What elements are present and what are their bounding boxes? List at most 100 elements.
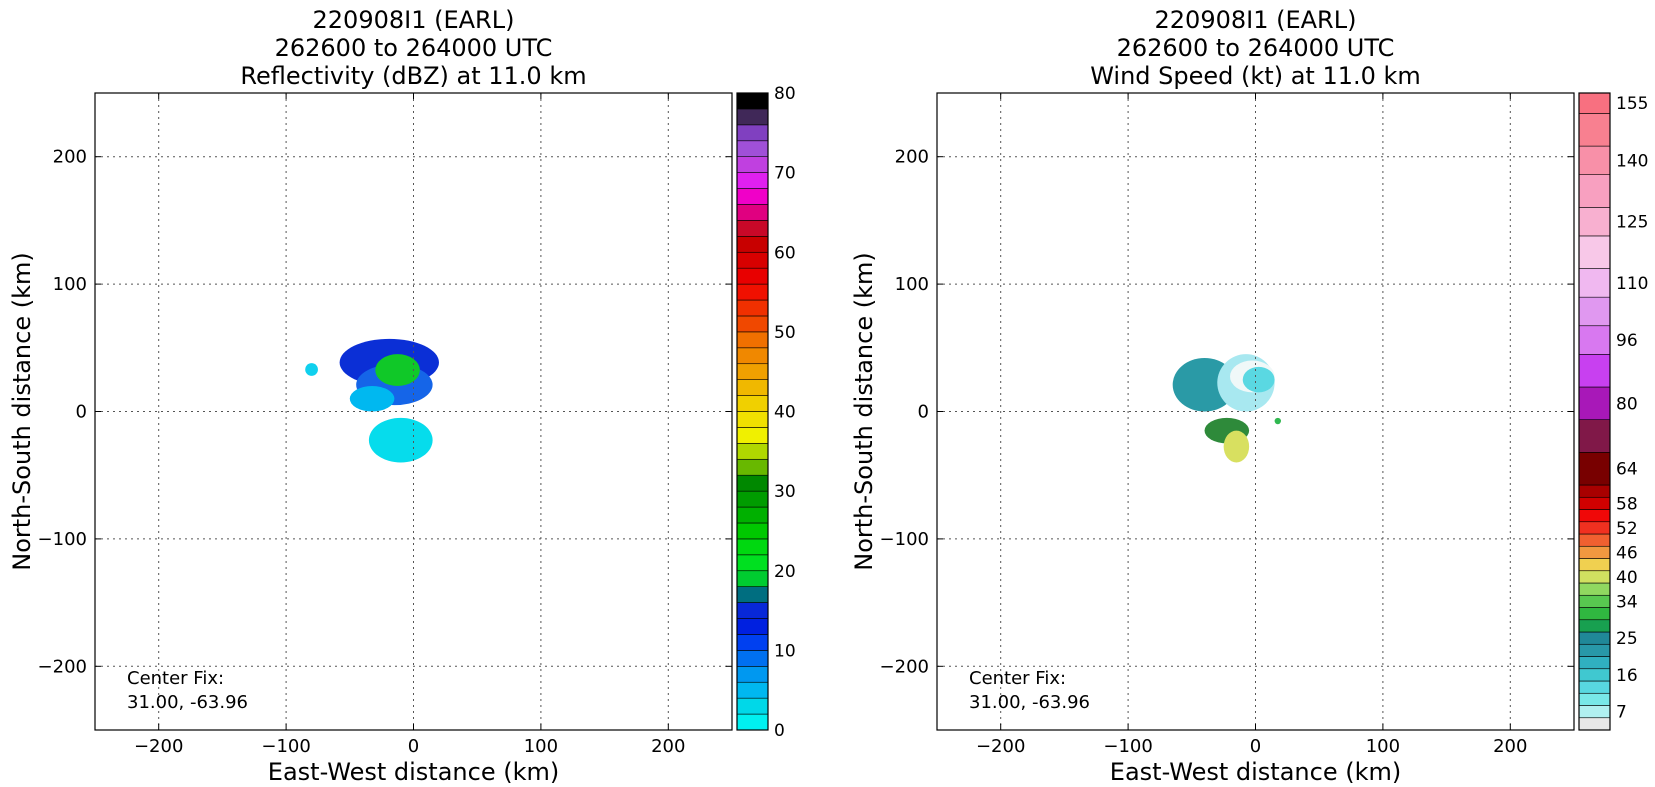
colorbar-tick-label: 0 — [774, 721, 785, 741]
colorbar-segment — [1578, 558, 1611, 572]
y-axis-title: North-South distance (km) — [8, 252, 36, 571]
colorbar-segment — [736, 490, 769, 508]
colorbar-segment — [736, 538, 769, 556]
y-tick-label: −100 — [880, 529, 929, 550]
colorbar-tick-label: 140 — [1616, 151, 1648, 171]
colorbar-segment — [1578, 452, 1611, 486]
colorbar-segment — [1578, 325, 1611, 355]
chart-panel-2: 220908I1 (EARL)262600 to 264000 UTCWind … — [850, 6, 1648, 786]
colorbar-segment — [736, 315, 769, 333]
colorbar-segment — [1578, 521, 1611, 535]
colorbar-segment — [736, 124, 769, 142]
colorbar-segment — [736, 458, 769, 476]
colorbar-segment — [1578, 207, 1611, 237]
y-tick-label: 100 — [895, 274, 929, 295]
y-tick-label: 0 — [918, 402, 929, 423]
data-region-5 — [368, 417, 433, 463]
colorbar-tick-label: 80 — [1616, 394, 1638, 414]
x-tick-label: −100 — [261, 736, 310, 757]
colorbar-segment — [1578, 354, 1611, 388]
colorbar-segment — [1578, 668, 1611, 682]
colorbar-tick-label: 60 — [774, 243, 796, 263]
colorbar-segment — [736, 618, 769, 635]
colorbar-segment — [736, 570, 769, 587]
colorbar-tick-label: 125 — [1616, 213, 1648, 233]
colorbar-tick-label: 64 — [1616, 460, 1638, 480]
colorbar-segment — [1578, 705, 1611, 719]
colorbar-tick-label: 10 — [774, 641, 796, 661]
colorbar-segment — [736, 204, 769, 221]
y-tick-label: 200 — [53, 147, 87, 168]
colorbar-segment — [1578, 594, 1611, 608]
colorbar-segment — [736, 474, 769, 492]
colorbar-segment — [1578, 235, 1611, 269]
colorbar-segment — [736, 299, 769, 317]
colorbar-segment — [736, 108, 769, 126]
colorbar-frame — [736, 92, 769, 731]
chart-title-line-2: 262600 to 264000 UTC — [1117, 34, 1395, 62]
colorbar-segment — [736, 665, 769, 683]
x-tick-label: 100 — [524, 736, 558, 757]
colorbar-tick-label: 20 — [774, 562, 796, 582]
colorbar-segment — [736, 92, 769, 110]
chart-title-line-3: Reflectivity (dBZ) at 11.0 km — [240, 62, 586, 90]
colorbar-tick-label: 110 — [1616, 274, 1648, 294]
colorbar-segment — [1578, 631, 1611, 645]
data-region-6 — [305, 363, 318, 376]
y-tick-label: −200 — [38, 656, 87, 677]
colorbar-segment — [1578, 692, 1611, 706]
colorbar-segment — [736, 347, 769, 365]
x-tick-label: −200 — [976, 736, 1025, 757]
colorbar-tick-label: 34 — [1616, 592, 1638, 612]
colorbar-tick-label: 70 — [774, 164, 796, 184]
colorbar-segment — [736, 697, 769, 715]
colorbar-segment — [1578, 607, 1611, 621]
x-tick-label: 0 — [408, 736, 419, 757]
y-tick-label: 100 — [53, 274, 87, 295]
colorbar-segment — [736, 267, 769, 285]
data-region-4 — [1242, 366, 1275, 393]
colorbar-segment — [736, 713, 769, 731]
chart-title-line-1: 220908I1 (EARL) — [313, 6, 515, 34]
colorbar-segment — [1578, 533, 1611, 547]
x-tick-label: 200 — [1493, 736, 1527, 757]
colorbar-segment — [1578, 174, 1611, 208]
colorbar-segment — [1578, 717, 1611, 731]
colorbar-tick-label: 50 — [774, 323, 796, 343]
colorbar-segment — [1578, 680, 1611, 694]
colorbar-segment — [736, 522, 769, 540]
center-fix-label: Center Fix: — [969, 668, 1066, 689]
colorbar-tick-label: 96 — [1616, 331, 1638, 351]
center-fix-label: Center Fix: — [127, 668, 224, 689]
colorbar-segment — [736, 236, 769, 253]
colorbar-segment — [736, 379, 769, 396]
colorbar-segment — [1578, 496, 1611, 510]
colorbar-segment — [736, 220, 769, 237]
x-tick-label: 100 — [1366, 736, 1400, 757]
y-tick-label: −200 — [880, 656, 929, 677]
colorbar-tick-label: 40 — [774, 403, 796, 423]
data-region-7 — [1274, 417, 1281, 425]
colorbar-segment — [736, 188, 769, 205]
center-fix-value: 31.00, -63.96 — [127, 692, 248, 713]
colorbar-segment — [1578, 643, 1611, 657]
y-axis-title: North-South distance (km) — [850, 252, 878, 571]
colorbar-tick-label: 40 — [1616, 568, 1638, 588]
y-tick-label: 0 — [76, 402, 87, 423]
x-tick-label: −100 — [1103, 736, 1152, 757]
y-tick-label: −100 — [38, 529, 87, 550]
data-region-4 — [349, 386, 395, 412]
colorbar-segment — [736, 554, 769, 572]
colorbar-segment — [736, 363, 769, 380]
colorbar-segment — [1578, 419, 1611, 453]
colorbar-segment — [736, 443, 769, 460]
x-tick-label: 200 — [651, 736, 685, 757]
colorbar-segment — [1578, 545, 1611, 559]
colorbar-tick-label: 25 — [1616, 629, 1638, 649]
colorbar-segment — [1578, 386, 1611, 420]
data-region-6 — [1223, 430, 1250, 463]
colorbar-segment — [736, 156, 769, 173]
chart-title-line-1: 220908I1 (EARL) — [1155, 6, 1357, 34]
colorbar-tick-label: 7 — [1616, 703, 1627, 723]
colorbar-segment — [736, 283, 769, 301]
